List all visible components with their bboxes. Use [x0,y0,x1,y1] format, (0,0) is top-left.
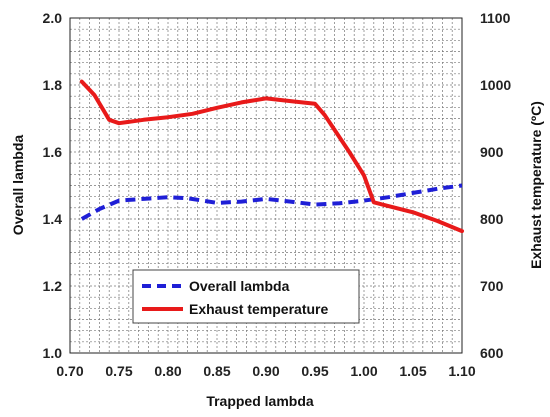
x-tick-label: 0.95 [301,363,328,379]
x-tick-label: 0.85 [203,363,230,379]
y2-tick-label: 600 [480,345,504,361]
series-lines [79,79,464,234]
x-tick-label: 0.75 [105,363,132,379]
x-tick-label: 1.05 [399,363,426,379]
y-tick-label: 1.0 [43,345,63,361]
y-tick-label: 1.8 [43,77,63,93]
y-tick-label: 1.6 [43,144,63,160]
x-axis-title: Trapped lambda [206,393,314,409]
y-axis-title: Overall lambda [10,135,26,236]
legend-box [132,269,360,324]
series-line-overall-lambda [80,183,463,221]
x-tick-label: 1.00 [350,363,377,379]
legend-label-exhaust-temperature: Exhaust temperature [189,301,328,317]
y2-tick-label: 1100 [480,10,511,26]
legend: Overall lambda Exhaust temperature [132,269,360,324]
legend-label-overall-lambda: Overall lambda [189,278,290,294]
y2-tick-labels: 600 700 800 900 1000 1100 [480,10,511,361]
y-tick-label: 1.4 [43,211,63,227]
x-tick-label: 0.70 [56,363,83,379]
y2-axis-title: Exhaust temperature (ºC) [528,101,544,269]
y2-tick-label: 900 [480,144,504,160]
y-tick-labels: 1.0 1.2 1.4 1.6 1.8 2.0 [43,10,63,361]
x-tick-label: 0.80 [154,363,181,379]
y-tick-label: 2.0 [43,10,63,26]
y2-tick-label: 1000 [480,77,511,93]
x-tick-labels: 0.70 0.75 0.80 0.85 0.90 0.95 1.00 1.05 1.10 [56,363,475,379]
y2-tick-label: 800 [480,211,504,227]
x-tick-label: 1.10 [448,363,475,379]
series-line-exhaust-temperature [79,79,464,234]
y-tick-label: 1.2 [43,278,63,294]
x-tick-label: 0.90 [252,363,279,379]
y2-tick-label: 700 [480,278,504,294]
